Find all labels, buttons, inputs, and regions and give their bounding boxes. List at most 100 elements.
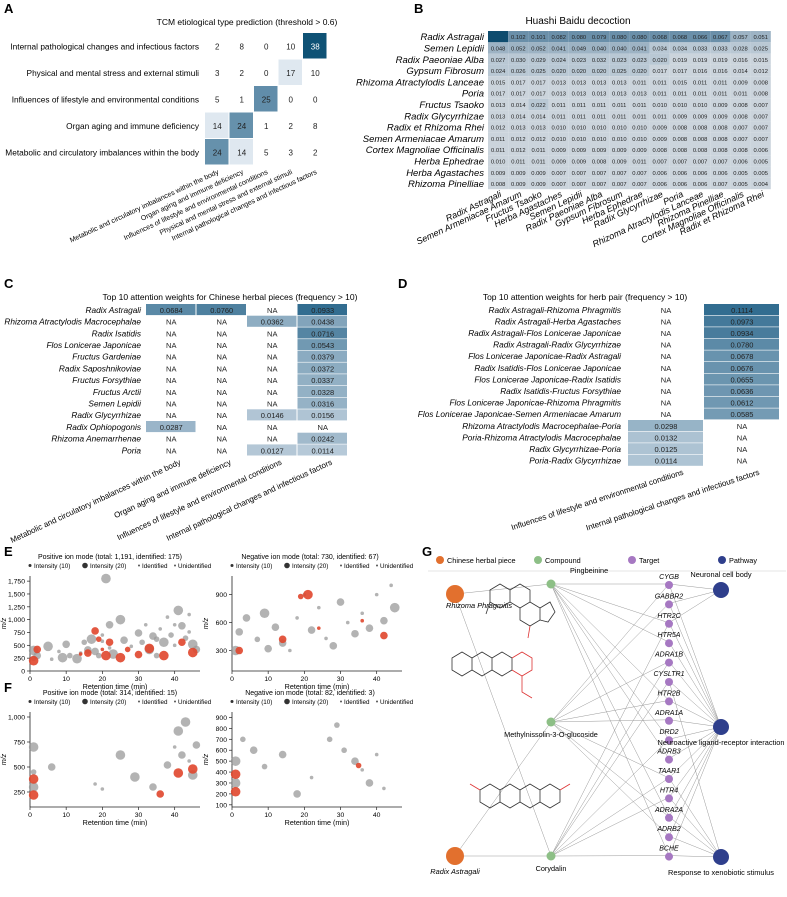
heatmap-cell-value: NA xyxy=(267,353,277,362)
legend-unidentified-marker xyxy=(174,700,176,703)
heatmap-cell-value: 0.008 xyxy=(713,137,728,143)
heatmap-cell-value: 0.008 xyxy=(713,126,728,132)
panel-a-title: TCM etiological type prediction (thresho… xyxy=(157,17,338,27)
y-tick-label: 100 xyxy=(216,802,228,809)
heatmap-cell xyxy=(628,408,703,420)
heatmap-row-label: Rhizoma Anemarrhenae xyxy=(51,434,141,444)
heatmap-cell-value: 0 xyxy=(264,69,269,78)
heatmap-cell-value: 0.025 xyxy=(753,46,768,52)
network-edge xyxy=(668,642,722,728)
legend-unidentified-marker xyxy=(174,564,176,567)
x-tick-label: 20 xyxy=(99,812,107,819)
heatmap-cell xyxy=(548,31,569,43)
y-axis-title: m/z xyxy=(201,753,210,765)
legend-size-small-marker xyxy=(28,564,32,567)
heatmap-cell xyxy=(629,53,650,65)
heatmap-cell-value: 0.034 xyxy=(673,46,688,52)
heatmap-cell-value: 0.041 xyxy=(632,46,647,52)
heatmap-cell-value: NA xyxy=(661,317,671,326)
heatmap-cell-value: 0.006 xyxy=(693,182,708,188)
network-edge xyxy=(550,583,670,856)
network-edge xyxy=(668,583,722,728)
heatmap-cell-value: 0.009 xyxy=(572,148,587,154)
heatmap-cell-value: 0.024 xyxy=(491,69,506,75)
target-node xyxy=(665,697,673,706)
network-edge xyxy=(668,855,722,858)
heatmap-cell-value: 0.009 xyxy=(531,182,546,188)
heatmap-cell xyxy=(508,98,529,111)
heatmap-cell-value: 0.0612 xyxy=(731,399,754,408)
heatmap-cell-value: 0.048 xyxy=(491,46,506,52)
heatmap-cell xyxy=(247,374,297,386)
heatmap-cell-value: 24 xyxy=(237,122,246,131)
heatmap-cell-value: NA xyxy=(166,364,176,373)
heatmap-cell xyxy=(247,350,297,362)
heatmap-cell-value: NA xyxy=(217,388,227,397)
heatmap-cell xyxy=(704,420,779,431)
heatmap-cell xyxy=(196,304,246,316)
heatmap-cell-value: 0.006 xyxy=(673,171,688,177)
heatmap-cell-value: 0.013 xyxy=(592,92,607,98)
heatmap-cell xyxy=(303,33,327,59)
network-edge xyxy=(550,721,670,837)
heatmap-cell-value: 0.007 xyxy=(733,137,748,143)
heatmap-cell-value: 5 xyxy=(264,148,269,157)
heatmap-cell xyxy=(548,98,569,111)
identified-point xyxy=(78,652,83,656)
heatmap-cell-value: 0.020 xyxy=(572,69,587,75)
heatmap-cell xyxy=(669,155,690,167)
heatmap-cell xyxy=(297,385,347,397)
heatmap-cell-value: 0.011 xyxy=(693,80,707,86)
heatmap-cell-value: 0.011 xyxy=(572,103,586,109)
heatmap-row-label: Metabolic and circulatory imbalances wit… xyxy=(5,147,200,157)
heatmap-cell-value: 0.007 xyxy=(592,171,607,177)
heatmap-cell xyxy=(297,421,347,433)
unidentified-point xyxy=(28,782,39,792)
pathway-node xyxy=(713,719,729,735)
heatmap-cell xyxy=(548,166,569,178)
heatmap-cell xyxy=(750,132,771,144)
heatmap-row-label: Rhizoma Atractylodis Lanceae xyxy=(356,77,484,88)
heatmap-cell-value: 0.0316 xyxy=(311,399,334,408)
compound-node xyxy=(546,851,556,861)
heatmap-cell xyxy=(568,144,589,156)
heatmap-cell xyxy=(247,327,297,339)
heatmap-cell-value: 0.0287 xyxy=(160,423,183,432)
heatmap-cell-value: 8 xyxy=(240,42,245,51)
legend-identified-marker xyxy=(138,564,140,567)
heatmap-cell xyxy=(488,110,509,122)
unidentified-point xyxy=(334,722,340,728)
heatmap-cell-value: 0.014 xyxy=(511,114,526,120)
network-edge xyxy=(668,661,722,728)
heatmap-cell-value: 14 xyxy=(237,148,246,157)
y-tick-label: 200 xyxy=(216,791,228,798)
heatmap-cell-value: 2 xyxy=(215,42,220,51)
heatmap-cell-value: 0.0684 xyxy=(160,306,183,315)
heatmap-cell-value: 0.029 xyxy=(531,58,546,64)
heatmap-cell-value: 0.007 xyxy=(551,171,566,177)
heatmap-cell-value: 0.066 xyxy=(693,35,708,41)
heatmap-cell xyxy=(568,132,589,144)
heatmap-row-label: Herba Ephedrae xyxy=(414,156,484,167)
heatmap-cell-value: 0.011 xyxy=(612,103,626,109)
identified-point xyxy=(156,790,165,798)
heatmap-cell xyxy=(528,121,549,133)
heatmap-cell xyxy=(146,432,196,444)
heatmap-cell xyxy=(704,396,779,408)
heatmap-cell-value: 0.041 xyxy=(551,46,566,52)
heatmap-cell xyxy=(589,87,610,99)
heatmap-cell-value: 0.007 xyxy=(753,114,768,120)
panel-f-left-title: Positive ion mode (total: 314, identifie… xyxy=(43,690,177,697)
heatmap-cell-value: 0.009 xyxy=(551,148,566,154)
network-edge xyxy=(550,719,670,723)
target-label: GABBR2 xyxy=(655,593,684,600)
heatmap-cell-value: 0.010 xyxy=(673,103,688,109)
heatmap-cell-value: 3 xyxy=(215,69,220,78)
identified-point xyxy=(124,646,131,653)
unidentified-point xyxy=(288,648,292,653)
heatmap-cell xyxy=(297,432,347,444)
herb-label: Rhizoma Phragmitis xyxy=(446,601,512,610)
heatmap-cell-value: 0.1114 xyxy=(731,306,753,315)
heatmap-cell-value: 3 xyxy=(289,148,294,157)
heatmap-cell-value: 0.024 xyxy=(551,58,566,64)
